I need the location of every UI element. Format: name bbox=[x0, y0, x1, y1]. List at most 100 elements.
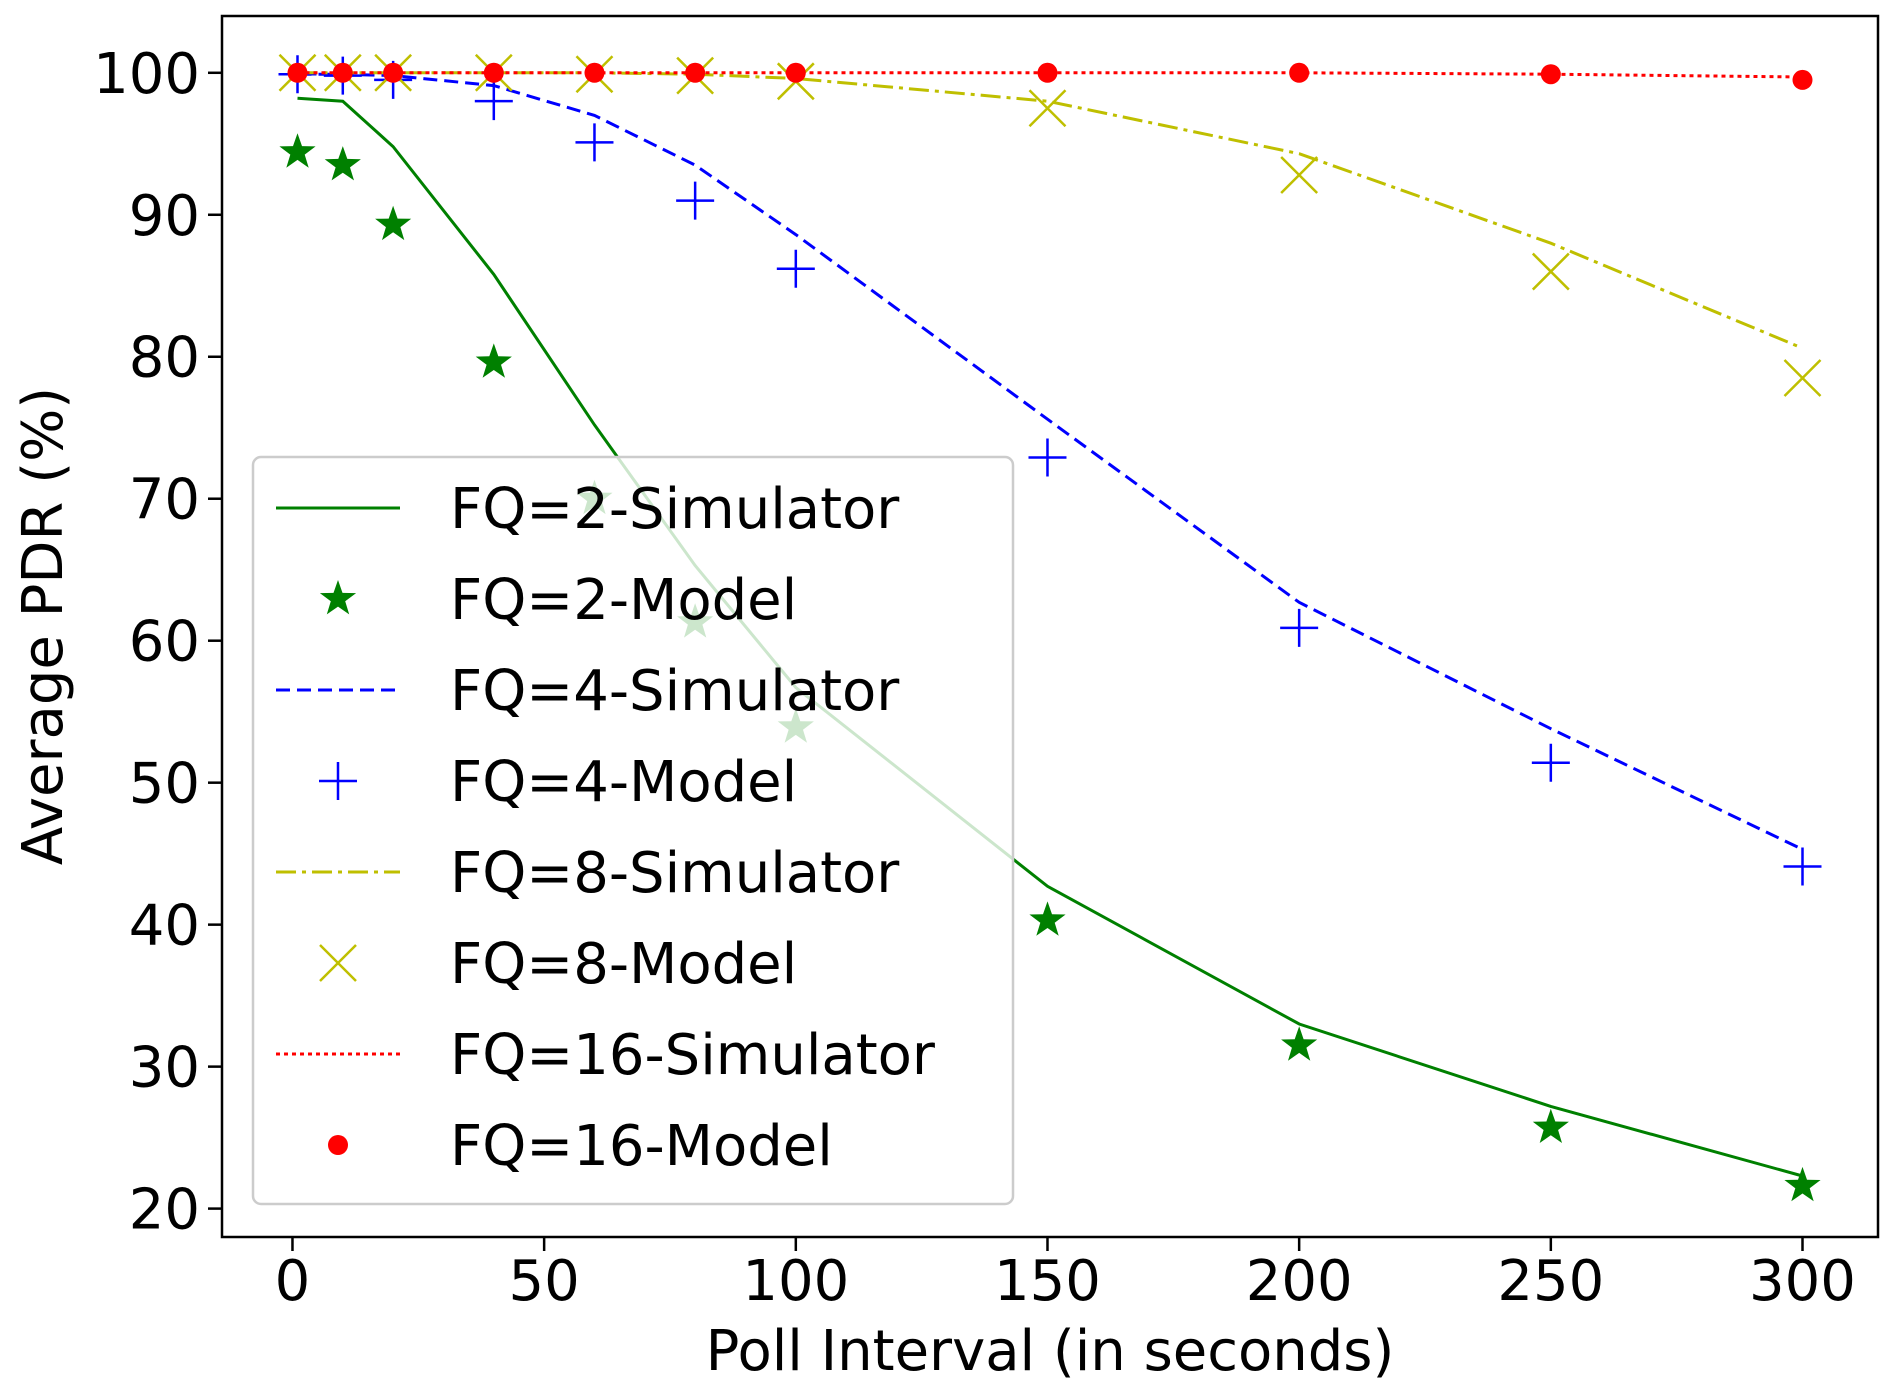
series-fq-4-model-point bbox=[1531, 743, 1570, 782]
y-tick-label: 20 bbox=[129, 1178, 200, 1243]
series-fq-4-model-point bbox=[676, 181, 715, 220]
legend-entry: FQ=8-Model bbox=[319, 932, 797, 997]
legend-entry: FQ=2-Model bbox=[319, 568, 797, 633]
series-fq-8-model-point bbox=[1783, 359, 1822, 397]
series-fq-16-model-point-shape bbox=[332, 62, 353, 83]
legend-label: FQ=2-Model bbox=[450, 568, 797, 633]
legend-swatch-marker bbox=[319, 580, 357, 615]
legend-entry: FQ=2-Simulator bbox=[276, 477, 900, 542]
y-tick-label: 70 bbox=[129, 468, 200, 533]
legend-swatch-marker bbox=[319, 762, 357, 800]
series-fq-8-model-point-shape bbox=[1280, 156, 1319, 194]
series-fq-4-model-point bbox=[1280, 608, 1319, 647]
series-fq-2-model-point bbox=[279, 133, 316, 168]
series-fq-2-model-point bbox=[475, 343, 512, 378]
x-tick-label: 200 bbox=[1246, 1249, 1353, 1314]
series-fq-16-model-point-shape bbox=[1289, 62, 1310, 83]
series-fq-16-model-point-shape bbox=[1540, 64, 1561, 85]
plot-frame bbox=[220, 14, 1880, 1239]
x-axis-label: Poll Interval (in seconds) bbox=[706, 1319, 1395, 1384]
series-fq-4-model-point-shape bbox=[474, 82, 513, 121]
ticks-layer: 0 50 100 150 200 250 300 20 30 40 50 60 70 80 90 100 bbox=[93, 42, 1856, 1314]
series-fq-16-model-point bbox=[685, 62, 706, 83]
y-tick-label: 30 bbox=[129, 1036, 200, 1101]
series-fq-4-model-point bbox=[776, 249, 815, 288]
legend-label: FQ=8-Model bbox=[450, 932, 797, 997]
series-fq-16-model-point bbox=[785, 62, 806, 83]
legend-entry: FQ=4-Model bbox=[319, 750, 797, 815]
series-fq-4-model-point bbox=[1028, 438, 1067, 477]
y-tick-label: 50 bbox=[129, 752, 200, 817]
series-fq-16-model-point-shape bbox=[685, 62, 706, 83]
series-fq-2-model-point bbox=[375, 205, 412, 241]
series-fq-16-model-point bbox=[332, 62, 353, 83]
series-fq-2-model-point-shape bbox=[1784, 1166, 1821, 1202]
series-fq-4-model-point-shape bbox=[575, 123, 614, 162]
series-fq-2-model-point-shape bbox=[324, 146, 361, 181]
legend-label: FQ=4-Simulator bbox=[450, 659, 900, 724]
series-fq-16-model-point bbox=[383, 62, 404, 83]
series-fq-16-model-point bbox=[1792, 69, 1813, 90]
series-fq-8-model-point-shape bbox=[1531, 252, 1570, 291]
y-tick-label: 60 bbox=[129, 610, 200, 675]
series-fq-8-model-point bbox=[1028, 89, 1067, 128]
legend-frame bbox=[251, 455, 1015, 1206]
series-fq-2-model-point bbox=[1532, 1108, 1569, 1143]
series-fq-4-model-point-shape bbox=[1783, 847, 1822, 886]
legend-label: FQ=8-Simulator bbox=[450, 841, 900, 906]
series-fq-2-model-point-shape bbox=[279, 133, 316, 168]
series-layer bbox=[278, 53, 1822, 1202]
legend-swatch-marker-shape bbox=[319, 762, 357, 800]
series-fq-16-model-markers bbox=[287, 62, 1813, 90]
series-fq-4-model-point bbox=[575, 123, 614, 162]
legend-swatch-marker-shape bbox=[319, 580, 357, 615]
series-fq-4-model-point-shape bbox=[1531, 743, 1570, 782]
series-fq-16-model-point bbox=[483, 62, 504, 83]
series-fq-16-model-point bbox=[1037, 62, 1058, 83]
series-fq-2-model-point-shape bbox=[1281, 1026, 1318, 1061]
x-tick-label: 300 bbox=[1749, 1249, 1856, 1314]
series-fq-4-model-point-shape bbox=[776, 249, 815, 288]
series-fq-16-model-point-shape bbox=[383, 62, 404, 83]
legend-swatch-marker-shape bbox=[328, 1135, 348, 1155]
legend-entry: FQ=16-Model bbox=[328, 1114, 833, 1179]
series-fq-4-model-point-shape bbox=[1028, 438, 1067, 477]
y-tick-label: 90 bbox=[129, 184, 200, 249]
legend: FQ=2-Simulator FQ=2-Model FQ=4-Simulator FQ… bbox=[251, 455, 1015, 1206]
series-fq-2-model-point-shape bbox=[1532, 1108, 1569, 1143]
series-fq-16-model-point-shape bbox=[785, 62, 806, 83]
legend-entry: FQ=8-Simulator bbox=[276, 841, 900, 906]
series-fq-4-model-point bbox=[474, 82, 513, 121]
series-fq-2-model-point bbox=[1281, 1026, 1318, 1061]
series-fq-2-model-point bbox=[1784, 1166, 1821, 1202]
x-tick-label: 150 bbox=[994, 1249, 1101, 1314]
series-fq-16-model-point bbox=[287, 62, 308, 83]
series-fq-4-model-point-shape bbox=[1280, 608, 1319, 647]
series-fq-8-model-point-shape bbox=[1028, 89, 1067, 128]
legend-swatch-marker bbox=[319, 944, 357, 982]
series-fq-4-model-point-shape bbox=[676, 181, 715, 220]
series-fq-2-model-point bbox=[324, 146, 361, 181]
series-fq-2-model-point-shape bbox=[375, 205, 412, 241]
x-tick-label: 100 bbox=[742, 1249, 849, 1314]
legend-swatch-marker-shape bbox=[319, 944, 357, 982]
legend-label: FQ=2-Simulator bbox=[450, 477, 900, 542]
legend-entry: FQ=4-Simulator bbox=[276, 659, 900, 724]
series-fq-2-model-point bbox=[1029, 901, 1066, 936]
series-fq-2-model-point-shape bbox=[475, 343, 512, 378]
series-fq-16-model-point-shape bbox=[1792, 69, 1813, 90]
series-fq-16-model-point-shape bbox=[1037, 62, 1058, 83]
series-fq-8-model-point bbox=[1280, 156, 1319, 194]
x-tick-label: 250 bbox=[1497, 1249, 1604, 1314]
x-tick-label: 0 bbox=[275, 1249, 311, 1314]
y-tick-label: 40 bbox=[129, 894, 200, 959]
series-fq-8-model-point bbox=[1531, 252, 1570, 291]
legend-label: FQ=4-Model bbox=[450, 750, 797, 815]
series-fq-2-model-point-shape bbox=[1029, 901, 1066, 936]
y-tick-label: 80 bbox=[129, 326, 200, 391]
legend-entry: FQ=16-Simulator bbox=[276, 1023, 936, 1088]
series-fq-16-model-point bbox=[584, 62, 605, 83]
series-fq-16-model-point-shape bbox=[483, 62, 504, 83]
legend-label: FQ=16-Model bbox=[450, 1114, 833, 1179]
